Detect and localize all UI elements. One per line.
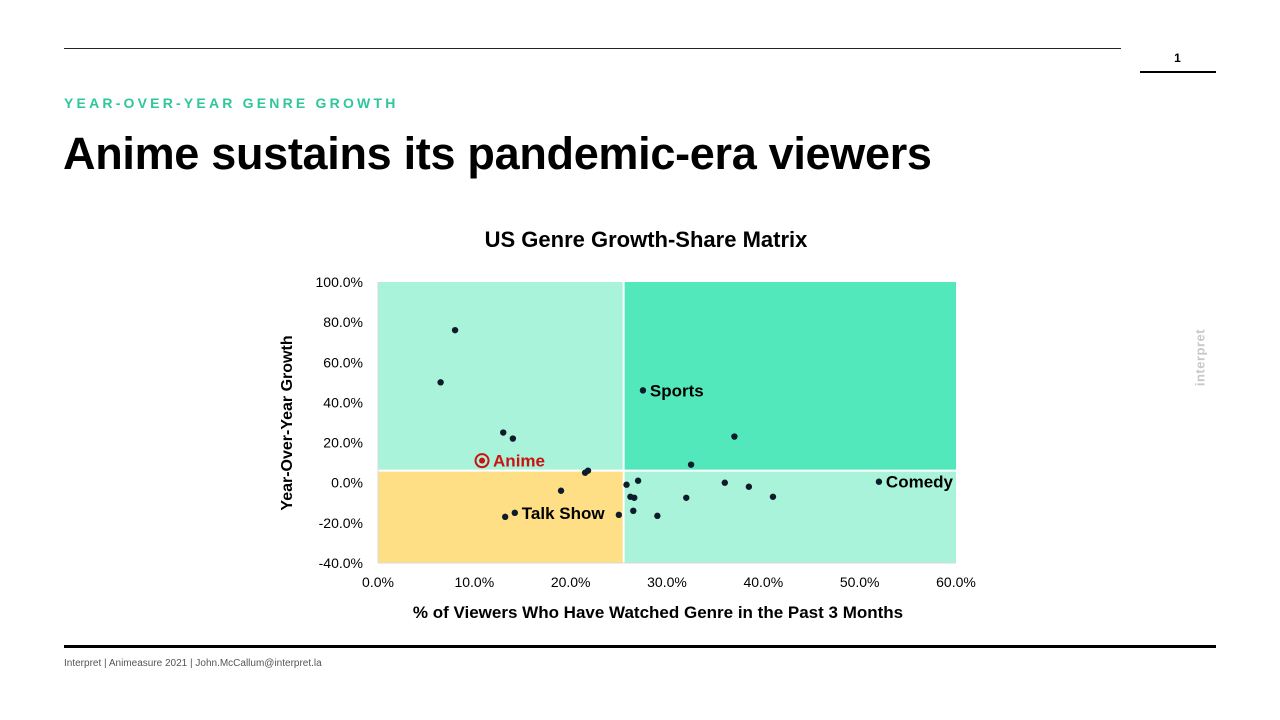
data-point	[687, 461, 695, 468]
point-label: Talk Show	[522, 504, 606, 523]
y-tick-label: 0.0%	[331, 475, 363, 491]
top-rule	[64, 48, 1121, 49]
chart-title: US Genre Growth-Share Matrix	[485, 227, 809, 252]
y-tick-label: -40.0%	[319, 555, 363, 571]
data-point	[509, 435, 517, 442]
data-point	[557, 487, 565, 494]
data-point	[511, 509, 518, 517]
data-point	[721, 479, 728, 486]
data-point	[437, 379, 444, 386]
data-point	[623, 481, 630, 488]
quadrants	[377, 282, 956, 564]
x-tick-label: 20.0%	[551, 574, 591, 590]
y-tick-label: 80.0%	[323, 314, 363, 330]
y-tick-label: 60.0%	[323, 354, 363, 370]
data-point	[501, 513, 509, 521]
quadrant-top-left	[378, 282, 624, 471]
data-point	[500, 429, 507, 436]
quadrant-top-right	[623, 282, 956, 471]
page-number-rule	[1140, 71, 1216, 73]
data-point	[654, 512, 661, 520]
data-point	[631, 494, 638, 501]
x-tick-label: 40.0%	[743, 574, 783, 590]
data-point	[639, 387, 647, 394]
y-tick-label: 100.0%	[316, 274, 363, 290]
y-axis-label: Year-Over-Year Growth	[279, 335, 296, 510]
y-tick-label: 20.0%	[323, 435, 363, 451]
point-label: Sports	[650, 381, 704, 400]
kicker: YEAR-OVER-YEAR GENRE GROWTH	[64, 95, 399, 111]
x-tick-label: 60.0%	[936, 574, 976, 590]
page-number: 1	[1174, 51, 1181, 65]
data-point	[479, 457, 486, 464]
point-label: Comedy	[886, 473, 954, 492]
quadrant-bottom-left	[378, 470, 624, 563]
data-points: Anime Talk Show Sports Comedy	[437, 326, 954, 523]
data-point	[584, 467, 592, 474]
data-point	[875, 478, 883, 485]
x-axis-ticks: 0.0% 10.0% 20.0% 30.0% 40.0% 50.0% 60.0%	[362, 574, 976, 590]
side-brand-watermark: interpret	[1192, 328, 1208, 387]
data-point	[745, 483, 753, 490]
x-tick-label: 30.0%	[647, 574, 687, 590]
data-point	[731, 433, 738, 440]
data-point	[630, 507, 637, 515]
data-point	[683, 494, 690, 501]
y-axis-ticks: 100.0% 80.0% 60.0% 40.0% 20.0% 0.0% -20.0% -40.…	[316, 274, 363, 571]
y-tick-label: -20.0%	[319, 515, 363, 531]
data-point	[634, 477, 642, 484]
x-tick-label: 0.0%	[362, 574, 394, 590]
x-axis-label: % of Viewers Who Have Watched Genre in t…	[413, 603, 903, 622]
data-point	[451, 326, 459, 334]
x-tick-label: 10.0%	[454, 574, 494, 590]
quadrant-bottom-right	[623, 470, 956, 563]
data-point	[615, 511, 623, 519]
highlight-ring	[474, 453, 490, 469]
point-label: Anime	[493, 452, 545, 471]
x-tick-label: 50.0%	[840, 574, 880, 590]
y-tick-label: 40.0%	[323, 394, 363, 410]
bottom-rule	[64, 645, 1216, 648]
headline: Anime sustains its pandemic-era viewers	[63, 128, 932, 179]
data-point	[769, 493, 777, 500]
footer: Interpret | Animeasure 2021 | John.McCal…	[64, 658, 322, 669]
